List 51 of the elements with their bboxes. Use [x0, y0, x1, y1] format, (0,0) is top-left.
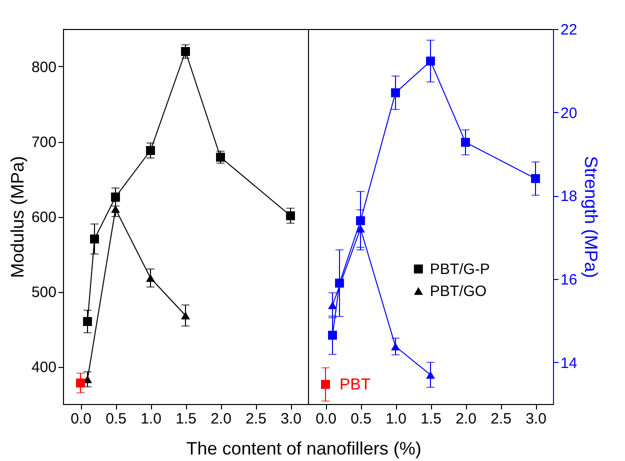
x-tick-label: 1.5 [420, 410, 442, 428]
y2-tick-label: 22 [560, 22, 578, 38]
point [90, 234, 99, 244]
x-tick-label: 1.0 [386, 410, 406, 428]
point [146, 146, 155, 155]
y-tick-label: 800 [31, 59, 56, 76]
y2-tick-label: 16 [560, 272, 578, 288]
x-tick-label: 1.5 [176, 410, 196, 428]
point [461, 138, 470, 147]
point [356, 216, 365, 226]
point [321, 380, 330, 389]
point [328, 301, 337, 310]
x-tick-label: 0.0 [316, 410, 336, 428]
x-tick-label: 0.5 [106, 410, 126, 428]
y-tick-label: 700 [31, 134, 56, 151]
x-tick-label: 2.5 [490, 410, 512, 428]
legend-label: PBT/G-P [430, 261, 490, 278]
y2-axis-title: Strength (MPa) [581, 156, 602, 278]
point [391, 342, 400, 350]
point [356, 224, 365, 232]
x-tick-label: 2.0 [456, 410, 476, 428]
legend-label: PBT/GO [430, 283, 487, 300]
x-tick-label: 3.0 [280, 410, 302, 428]
point [286, 211, 295, 220]
x-tick-label: 0.0 [70, 410, 92, 428]
point [181, 47, 190, 56]
x-tick-label: 0.5 [350, 410, 372, 428]
y2-tick-label: 18 [560, 188, 578, 206]
point [391, 88, 400, 98]
x-tick-label: 2.0 [210, 410, 232, 428]
point [76, 378, 85, 388]
point [531, 174, 540, 184]
y-tick-label: 600 [31, 209, 56, 226]
y-axis-title: Modulus (MPa) [7, 156, 28, 278]
point [111, 205, 120, 213]
x-tick-label: 2.5 [246, 410, 266, 428]
x-axis-title: The content of nanofillers (%) [186, 438, 422, 458]
point [181, 312, 190, 320]
x-tick-label: 3.0 [526, 410, 546, 428]
point [426, 56, 435, 66]
y2-tick-label: 20 [560, 104, 578, 122]
y-tick-label: 400 [31, 359, 56, 376]
y-tick-label: 500 [31, 284, 56, 301]
y2-tick-label: 14 [560, 354, 578, 372]
point [111, 192, 120, 202]
point [146, 274, 155, 282]
series-label: PBT [340, 376, 371, 394]
point [83, 317, 92, 326]
point [328, 330, 337, 340]
x-tick-label: 1.0 [140, 410, 162, 428]
point [216, 152, 225, 162]
